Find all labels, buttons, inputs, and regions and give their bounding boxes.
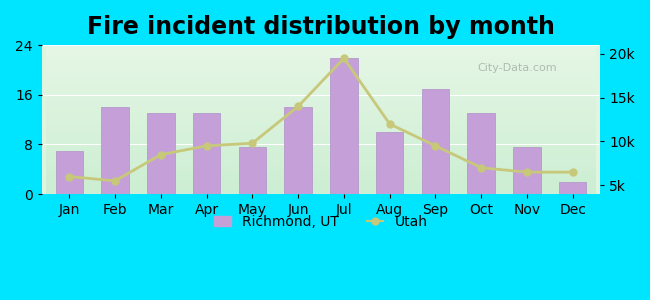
Text: City-Data.com: City-Data.com [477, 63, 557, 73]
Bar [285, 107, 312, 194]
Bar [330, 58, 358, 194]
Bar [55, 151, 83, 194]
Bar [376, 132, 404, 194]
Bar [422, 88, 449, 194]
Title: Fire incident distribution by month: Fire incident distribution by month [87, 15, 555, 39]
Bar [239, 148, 266, 194]
Bar [101, 107, 129, 194]
Bar [467, 113, 495, 194]
Legend: Richmond, UT, Utah: Richmond, UT, Utah [209, 210, 433, 235]
Bar [147, 113, 174, 194]
Bar [559, 182, 586, 194]
Bar [514, 148, 541, 194]
Bar [193, 113, 220, 194]
